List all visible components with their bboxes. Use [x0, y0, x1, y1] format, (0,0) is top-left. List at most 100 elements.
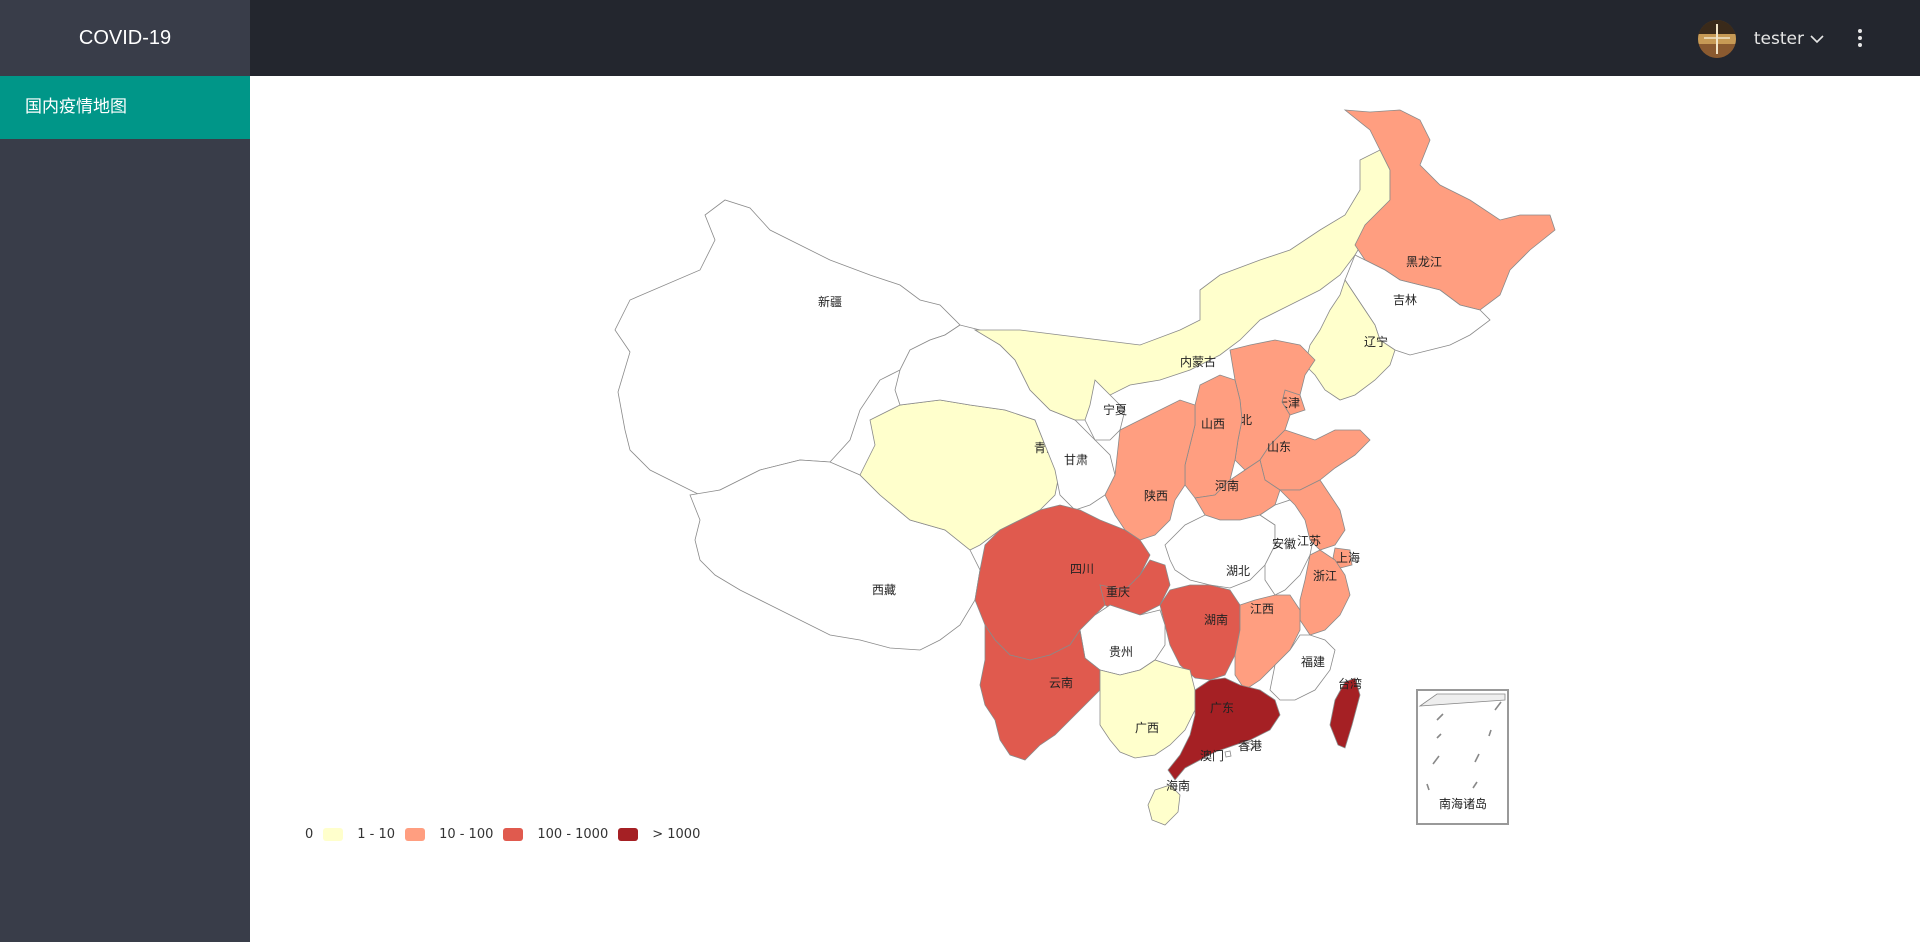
province-label: 澳门 [1200, 748, 1224, 763]
province-湖北[interactable]: 湖北 [1164, 514, 1276, 589]
app-logo-title[interactable]: COVID-19 [0, 0, 250, 76]
province-shape[interactable] [1084, 379, 1126, 441]
province-label: 香港 [1238, 739, 1262, 753]
province-shape[interactable] [1299, 549, 1351, 636]
province-安徽[interactable]: 安徽 [1259, 499, 1316, 596]
province-label: 陕西 [1144, 488, 1168, 503]
province-台湾[interactable]: 台湾 [1329, 676, 1362, 749]
legend-item[interactable]: 100 - 1000 [537, 827, 639, 842]
province-label: 山东 [1267, 440, 1291, 454]
province-label: 浙江 [1313, 569, 1337, 583]
province-shape[interactable] [1329, 677, 1361, 749]
province-label: 广东 [1210, 701, 1234, 715]
province-香港[interactable]: 香港 [1238, 739, 1262, 753]
province-label: 湖南 [1204, 612, 1228, 627]
inset-dash [1426, 783, 1430, 791]
province-shape[interactable] [979, 623, 1101, 761]
province-label: 宁夏 [1103, 402, 1127, 417]
more-vertical-icon[interactable] [1850, 24, 1870, 52]
province-shape[interactable] [1104, 399, 1196, 541]
province-label: 江西 [1250, 602, 1274, 616]
legend-label: 100 - 1000 [537, 827, 609, 842]
province-陕西[interactable]: 陕西 [1104, 399, 1196, 541]
province-label: 台湾 [1338, 676, 1362, 691]
province-shape[interactable] [1164, 514, 1276, 589]
province-江西[interactable]: 江西 [1234, 594, 1301, 691]
province-澳门[interactable]: 澳门 [1200, 748, 1232, 763]
province-label: 重庆 [1106, 585, 1130, 599]
province-浙江[interactable]: 浙江 [1299, 549, 1351, 636]
province-label: 甘肃 [1064, 453, 1088, 467]
legend-item[interactable]: 10 - 100 [439, 827, 524, 842]
province-shape[interactable] [1224, 750, 1232, 758]
user-menu[interactable]: tester [1697, 20, 1824, 58]
inset-dash [1488, 729, 1492, 737]
province-shape[interactable] [1167, 677, 1281, 781]
inset-dash [1432, 755, 1440, 765]
province-label: 西藏 [872, 583, 896, 597]
top-header: tester [250, 0, 1920, 76]
inset-coast [1418, 693, 1506, 707]
province-label: 河南 [1215, 478, 1239, 493]
legend-label: 1 - 10 [357, 827, 396, 842]
province-江苏[interactable]: 江苏 [1279, 479, 1346, 551]
province-label: 黑龙江 [1406, 255, 1442, 269]
province-黑龙江[interactable]: 黑龙江 [1343, 109, 1556, 311]
province-海南[interactable]: 海南 [1147, 778, 1190, 826]
legend-label: > 1000 [652, 827, 701, 842]
province-shape[interactable] [1099, 659, 1196, 759]
province-shape[interactable] [1259, 429, 1371, 491]
legend-swatch [405, 828, 426, 841]
province-label: 新疆 [818, 294, 842, 309]
province-云南[interactable]: 云南 [979, 623, 1101, 761]
province-宁夏[interactable]: 宁夏 [1084, 379, 1127, 441]
inset-frame [1416, 689, 1509, 825]
legend-label: 10 - 100 [439, 827, 494, 842]
legend-label: 0 [305, 827, 314, 842]
province-label: 江苏 [1297, 534, 1321, 548]
province-西藏[interactable]: 西藏 [689, 459, 981, 651]
inset-dash [1472, 781, 1478, 789]
province-福建[interactable]: 福建 [1269, 634, 1336, 701]
legend-item[interactable]: 0 [305, 827, 344, 842]
avatar[interactable] [1697, 20, 1736, 58]
province-label: 内蒙古 [1180, 354, 1216, 369]
province-label: 海南 [1166, 778, 1190, 793]
province-shape[interactable] [1304, 279, 1396, 401]
province-shape[interactable] [1147, 784, 1181, 826]
chevron-down-icon [1810, 29, 1824, 49]
legend-swatch [618, 828, 639, 841]
province-label: 山西 [1201, 417, 1225, 431]
province-label: 福建 [1301, 654, 1325, 669]
province-label: 四川 [1070, 562, 1094, 576]
province-广西[interactable]: 广西 [1099, 659, 1196, 759]
province-shape[interactable] [1244, 740, 1255, 751]
legend-item[interactable]: > 1000 [652, 827, 700, 842]
sidebar-item-domestic-map[interactable]: 国内疫情地图 [0, 76, 250, 139]
inset-dash [1436, 713, 1444, 721]
province-shape[interactable] [689, 459, 981, 651]
province-山东[interactable]: 山东 [1259, 429, 1371, 491]
province-shape[interactable] [1343, 109, 1556, 311]
south-china-sea-inset: 南海诸岛 [1416, 689, 1509, 825]
province-label: 广西 [1135, 721, 1159, 735]
province-label: 安徽 [1272, 536, 1296, 551]
province-上海[interactable]: 上海 [1332, 547, 1360, 569]
province-广东[interactable]: 广东 [1167, 677, 1281, 781]
province-shape[interactable] [1332, 547, 1353, 569]
legend-swatch [323, 828, 344, 841]
inset-dash [1436, 733, 1442, 739]
province-label: 上海 [1336, 550, 1360, 565]
province-label: 吉林 [1393, 293, 1417, 307]
province-shape[interactable] [1269, 634, 1336, 701]
province-shape[interactable] [1279, 479, 1346, 551]
legend-item[interactable]: 1 - 10 [357, 827, 426, 842]
province-label: 南海诸岛 [1439, 796, 1487, 811]
username: tester [1753, 29, 1804, 49]
province-label: 贵州 [1109, 645, 1133, 659]
province-label: 辽宁 [1364, 334, 1388, 349]
province-label: 云南 [1049, 675, 1073, 690]
province-辽宁[interactable]: 辽宁 [1304, 279, 1396, 401]
main-content: 新疆西藏青海甘肃内蒙古宁夏黑龙江吉林辽宁北京天津河北山西山东陕西河南四川重庆湖北… [250, 76, 1920, 942]
sidebar: COVID-19 国内疫情地图 [0, 0, 250, 942]
